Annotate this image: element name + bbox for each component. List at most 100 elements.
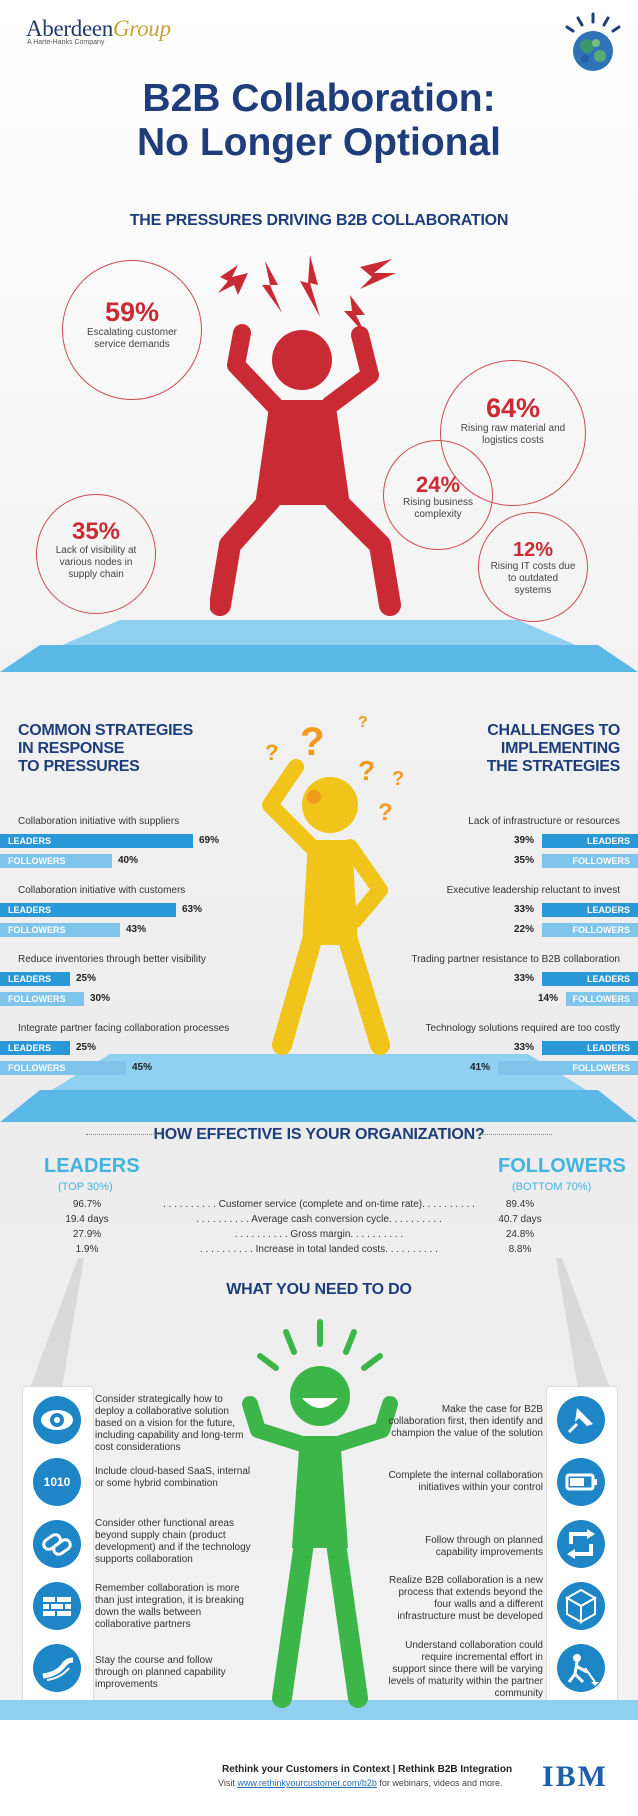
challenge-label: Trading partner resistance to B2B collab… [411,954,620,965]
followers-bar-value: 41% [469,1062,490,1073]
dotted-rule-left [86,1134,156,1135]
stat-circle-visibility: 35% Lack of visibility at various nodes … [36,494,156,614]
smarter-planet-icon [565,12,621,71]
todo-left-text: Consider other functional areas beyond s… [95,1518,251,1565]
effectiveness-title: HOW EFFECTIVE IS YOUR ORGANIZATION? [153,1126,485,1143]
question-mark: ? [300,720,324,764]
strategy-label: Collaboration initiative with customers [18,885,186,896]
followers-bar-value: 30% [90,993,111,1004]
stat-circle-complexity: 24% Rising business complexity [383,440,493,550]
platform-base-1 [0,620,638,672]
followers-value: 40.7 days [498,1214,542,1225]
stat-text: Lack of visibility at various nodes in s… [55,545,137,580]
svg-text:?: ? [378,799,393,826]
network-cubes-icon [557,1582,605,1630]
followers-bar-value: 40% [118,855,139,866]
stat-text: Escalating customer service demands [86,327,178,350]
ibm-logo: IBM [542,1760,608,1793]
stat-text: Rising raw material and logistics costs [460,423,566,446]
challenge-label: Executive leadership reluctant to invest [446,885,620,896]
stat-percent: 59% [104,297,160,327]
stat-circle-customer-service: 59% Escalating customer service demands [62,260,202,400]
leaders-bar-value: 69% [199,835,220,846]
leaders-bar-value: 33% [513,904,534,915]
strategies-title-line: IN RESPONSE [18,740,125,757]
leaders-bar-label: LEADERS [8,905,52,915]
binary-1010-icon: 1010 [33,1458,81,1506]
worker-shovel-icon [557,1644,605,1692]
brick-wall-icon [33,1582,81,1630]
footer-link[interactable]: www.rethinkyourcustomer.com/b2b [237,1778,377,1788]
main-title-line1: B2B Collaboration: [142,77,496,120]
followers-value: 8.8% [508,1244,532,1255]
followers-bar-value: 35% [513,855,534,866]
leaders-bar-label: LEADERS [586,974,630,984]
leaders-value: 1.9% [75,1244,99,1255]
todo-left-text: Remember collaboration is more than just… [95,1583,244,1630]
leaders-bar-value: 63% [182,904,203,915]
stat-circle-it-costs: 12% Rising IT costs due to outdated syst… [478,512,588,622]
platform-base-3 [0,1700,638,1720]
leaders-bar-label: LEADERS [8,974,52,984]
followers-bar-value: 45% [132,1062,153,1073]
metric-label: . . . . . . . . . . Average cash convers… [196,1214,442,1225]
footer-visit-suffix: for webinars, videos and more. [376,1778,503,1788]
spotlight-beams [30,1258,610,1388]
main-title-line2: No Longer Optional [137,121,501,164]
footer-visit-line: Visit www.rethinkyourcustomer.com/b2b fo… [218,1778,502,1788]
followers-value: 89.4% [505,1199,535,1210]
todo-right-text: Complete the internal collaboration init… [388,1470,543,1493]
footer-band [0,1720,638,1816]
challenges-title-line: IMPLEMENTING [500,740,620,757]
leaders-bar-label: LEADERS [586,905,630,915]
strategies-title-line: COMMON STRATEGIES [18,722,194,739]
challenges-title-line: CHALLENGES TO [487,722,620,739]
platform-base-2 [0,1054,638,1122]
leaders-bar: LEADERS [0,1041,70,1055]
metric-label: . . . . . . . . . . Gross margin. . . . … [234,1229,404,1240]
leaders-bar: LEADERS [542,834,638,848]
challenge-label: Lack of infrastructure or resources [468,816,620,827]
lightning-bolt [218,265,248,295]
pressures-title: THE PRESSURES DRIVING B2B COLLABORATION [129,212,509,229]
todo-left-text: Stay the course and follow through on pl… [95,1655,226,1690]
followers-bar: FOLLOWERS [0,923,120,937]
followers-bar-label: FOLLOWERS [572,856,631,866]
todo-right-text: Make the case for B2B collaboration firs… [388,1404,543,1439]
eye-icon [33,1396,81,1444]
followers-bar: FOLLOWERS [542,923,638,937]
followers-bar: FOLLOWERS [0,854,112,868]
stat-percent: 24% [415,472,461,497]
chain-link-icon [33,1520,81,1568]
footer-visit-prefix: Visit [218,1778,238,1788]
brand-subtitle: A Harte-Hanks Company [27,39,105,46]
svg-text:?: ? [358,755,375,786]
leaders-bar: LEADERS [0,972,70,986]
strategies-title: COMMON STRATEGIES IN RESPONSE TO PRESSUR… [18,722,193,776]
challenges-title: CHALLENGES TO IMPLEMENTING THE STRATEGIE… [486,722,621,776]
leaders-value: 19.4 days [65,1214,109,1225]
leaders-bar-label: LEADERS [586,836,630,846]
leaders-heading: LEADERS [44,1155,140,1177]
followers-bar: FOLLOWERS [542,854,638,868]
leaders-bar-label: LEADERS [586,1043,630,1053]
stat-percent: 12% [512,539,554,561]
challenges-title-line: THE STRATEGIES [486,758,621,775]
stat-text: Rising business complexity [402,497,474,520]
leaders-bar-value: 39% [513,835,534,846]
confused-yellow-figure: ? ? ? ? ? ? [262,714,404,1055]
svg-text:?: ? [392,768,404,790]
footer-tagline: Rethink your Customers in Context | Reth… [222,1764,513,1775]
brand-group: Group [113,16,171,41]
leaders-bar-value: 25% [76,1042,97,1053]
followers-bar-value: 14% [537,993,558,1004]
todo-title: WHAT YOU NEED TO DO [226,1281,412,1298]
metric-label: . . . . . . . . . . Increase in total la… [200,1244,438,1255]
leaders-value: 27.9% [72,1229,102,1240]
followers-bar: FOLLOWERS [0,1061,126,1075]
metric-label: . . . . . . . . . . Customer service (co… [163,1199,475,1210]
leaders-bar: LEADERS [542,1041,638,1055]
followers-bar-value: 43% [126,924,147,935]
strategy-label: Collaboration initiative with suppliers [18,816,180,827]
